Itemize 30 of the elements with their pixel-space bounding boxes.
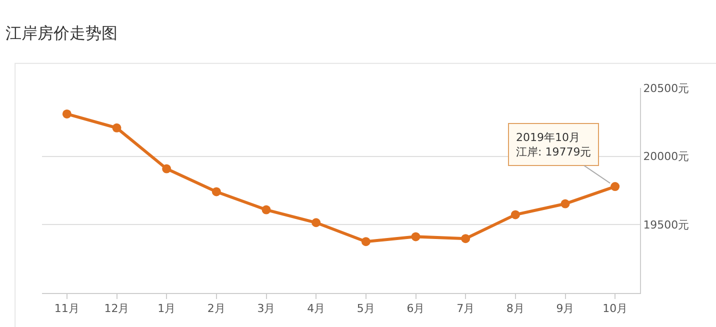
- x-tick-label: 7月: [456, 302, 475, 316]
- point: [510, 210, 520, 220]
- x-tick-label: 5月: [356, 302, 375, 316]
- point: [411, 232, 420, 242]
- y-tick-label: 19500元: [643, 218, 690, 232]
- x-tick-label: 2月: [207, 302, 226, 316]
- point: [560, 199, 570, 208]
- x-tick-label: 12月: [104, 302, 130, 316]
- x-tick-label: 4月: [307, 302, 326, 316]
- point: [212, 187, 221, 196]
- chart-title: 江岸房价走势图: [6, 23, 118, 42]
- x-tick-label: 3月: [257, 302, 276, 316]
- x-tick-label: 10月: [602, 302, 628, 316]
- point: [112, 123, 122, 132]
- point: [610, 182, 620, 192]
- point: [361, 237, 370, 246]
- x-tick-label: 11月: [54, 302, 80, 316]
- point: [262, 205, 271, 214]
- x-tick-label: 8月: [506, 302, 524, 316]
- point: [62, 109, 72, 118]
- x-tick-label: 9月: [556, 302, 574, 316]
- x-tick-label: 6月: [406, 302, 425, 316]
- x-tick-label: 1月: [158, 302, 176, 316]
- annotation: 2019年10月: [516, 131, 580, 144]
- y-tick-label: 20500元: [643, 82, 690, 95]
- annotation: 江岸: 19779元: [516, 145, 592, 158]
- point: [162, 164, 172, 174]
- point: [312, 218, 321, 228]
- point: [461, 234, 470, 244]
- y-tick-label: 20000元: [643, 150, 690, 164]
